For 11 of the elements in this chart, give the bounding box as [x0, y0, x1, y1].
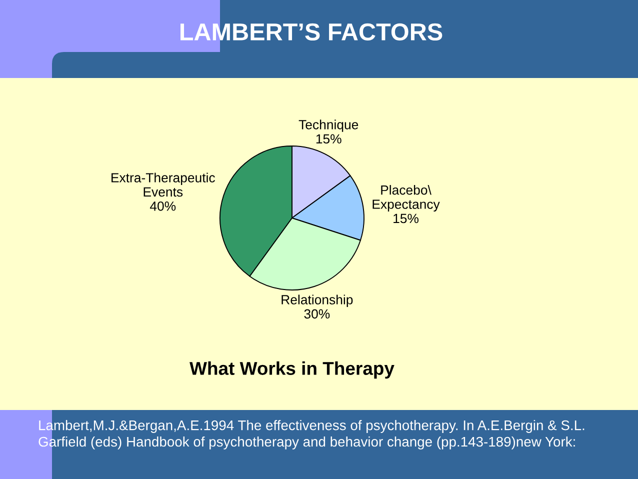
data-label: 30%	[304, 309, 330, 319]
slice-label: Technique	[298, 120, 358, 132]
chart-title: LAMBERT’S FACTORS	[180, 23, 442, 41]
slice-label: Placebo\ Expectancy	[372, 185, 440, 212]
text: What Works in Therapy	[190, 361, 394, 379]
data-label: 15%	[394, 214, 418, 224]
data-label: 40%	[150, 201, 176, 211]
text: Lambert,M.J.&Bergan,A.E.1994 The effectiveness of psychotherapy. In A.E.Bergin & S.L. Garfield (eds) Handbook of psychotherapy and behavior change (pp.143-189)new York:	[38, 420, 584, 450]
slice-label: Relationship	[282, 294, 353, 307]
slice-label: Extra-Therapeutic Events	[112, 172, 215, 197]
data-label: 15%	[316, 134, 342, 144]
